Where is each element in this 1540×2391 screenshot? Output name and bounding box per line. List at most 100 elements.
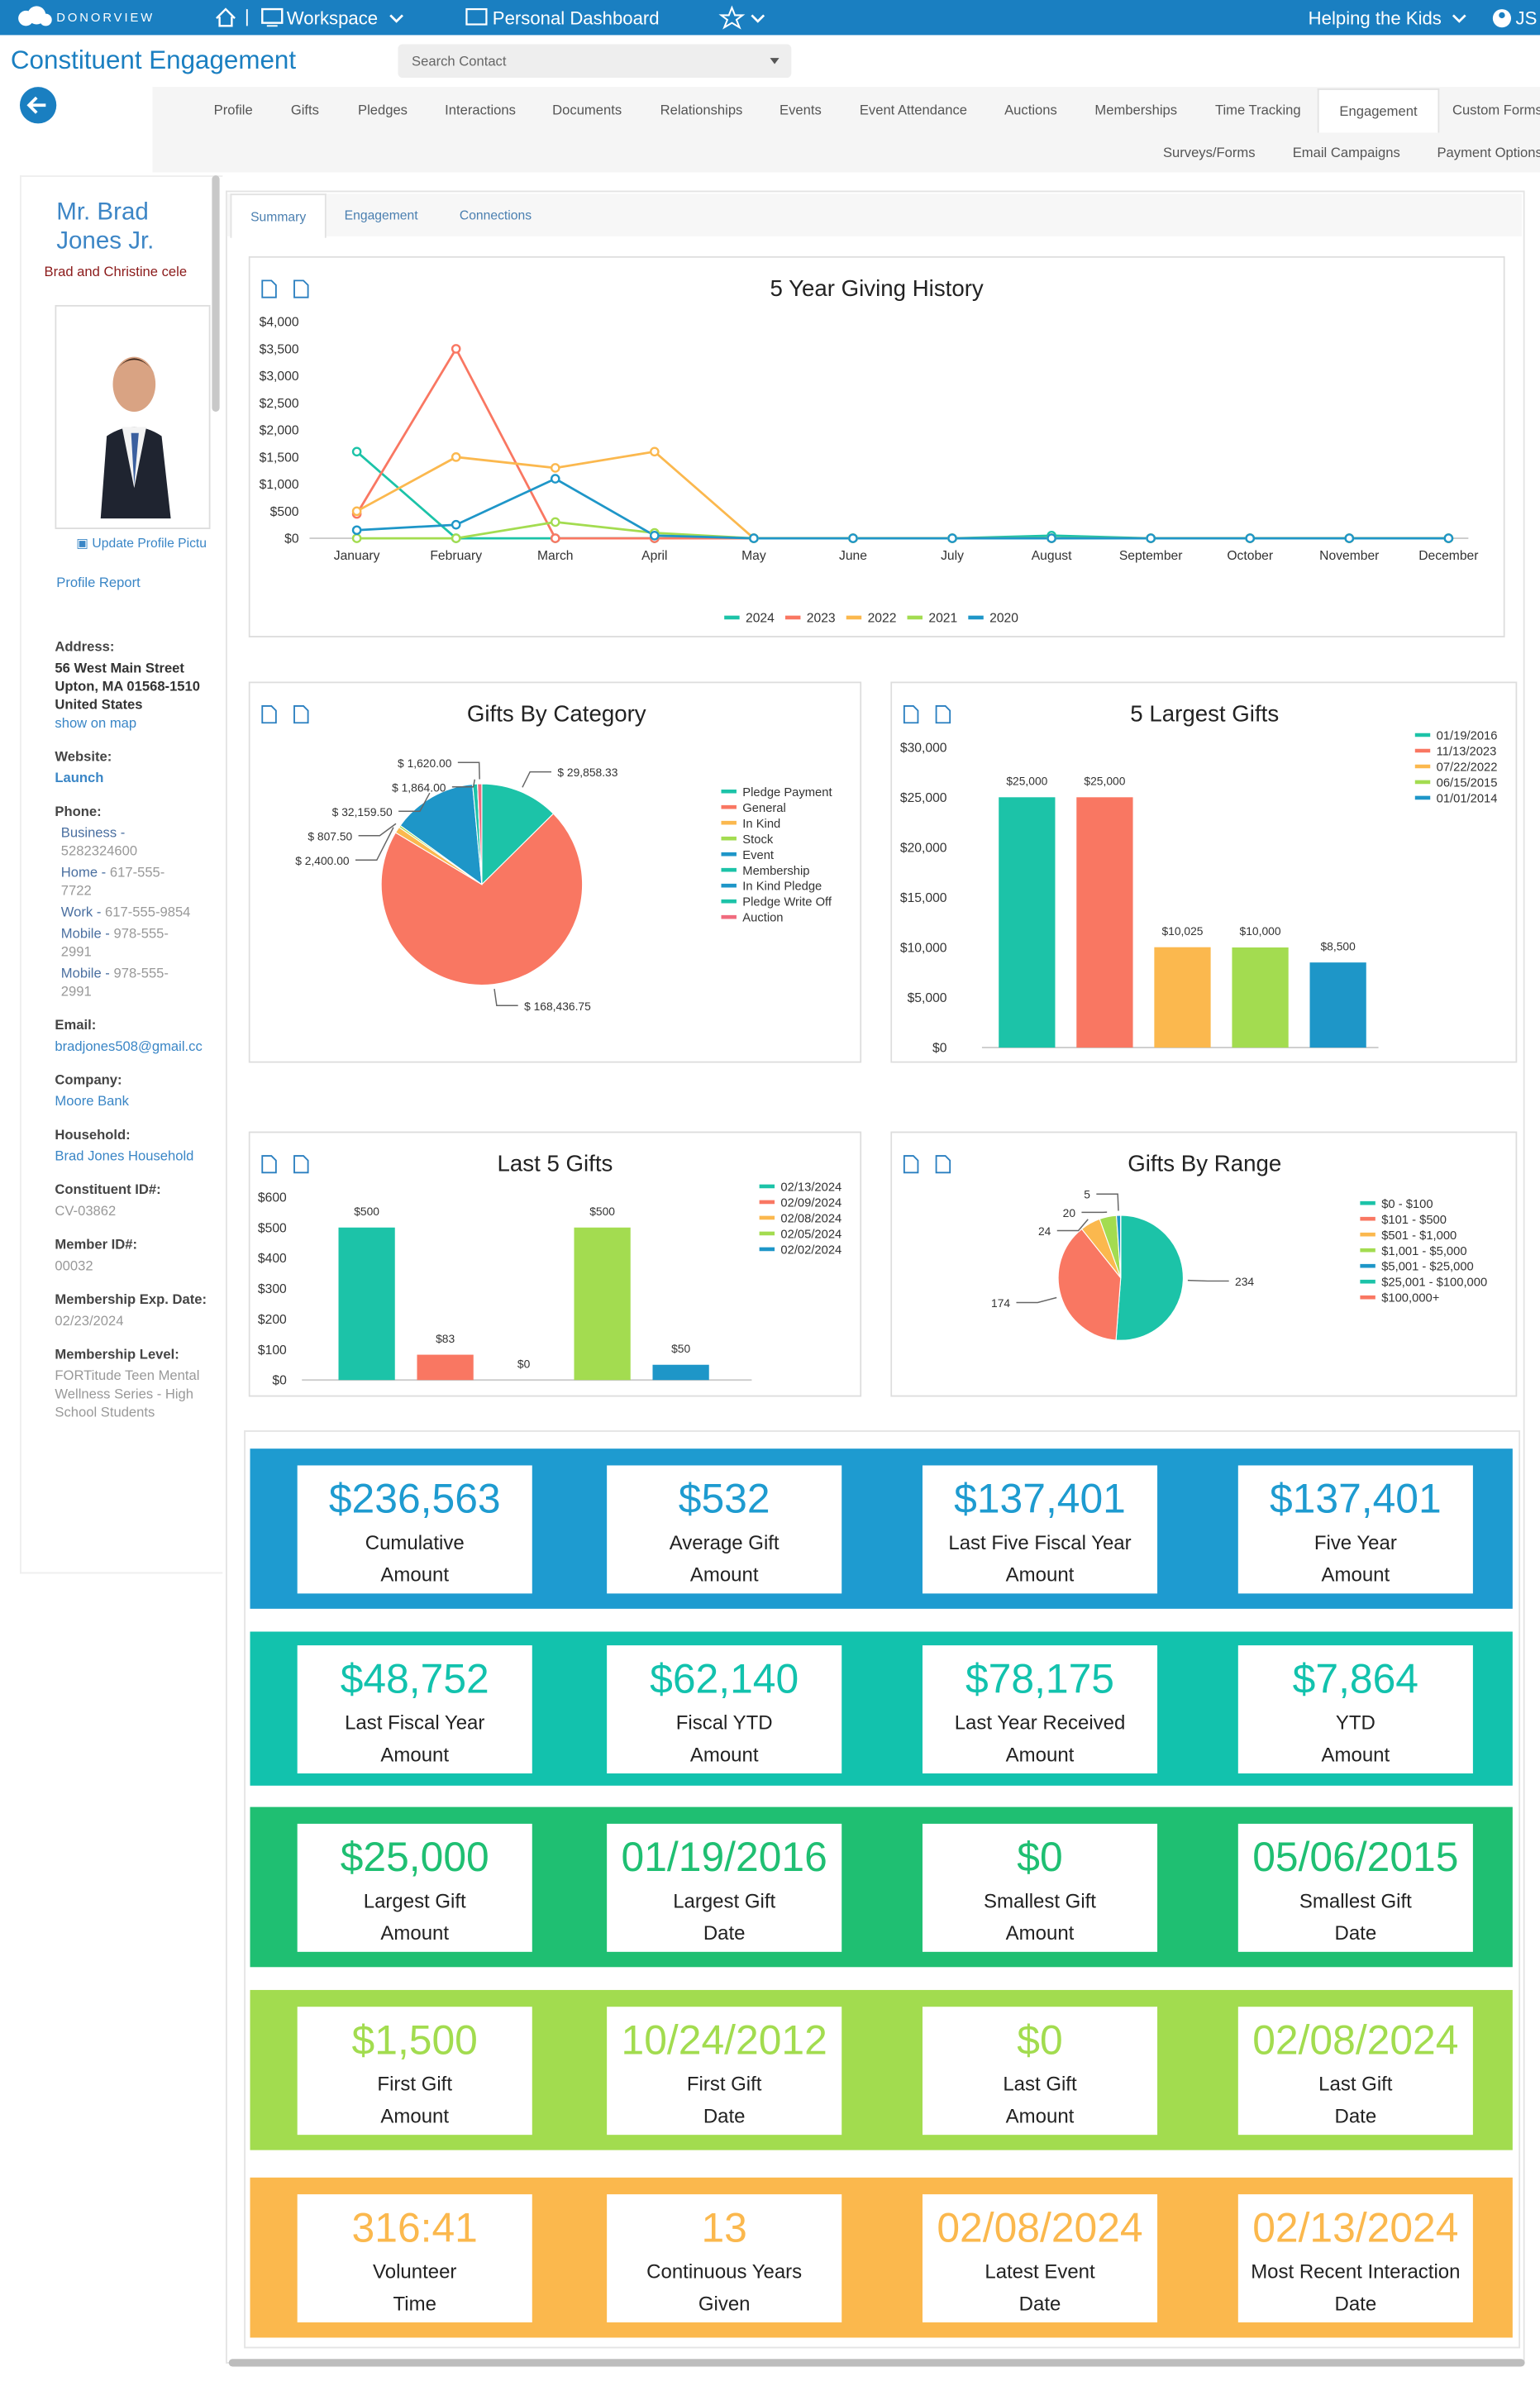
- legend-label: Stock: [742, 833, 774, 847]
- legend-label: 2020: [989, 612, 1018, 626]
- nav-tab[interactable]: Custom Forms: [1452, 102, 1540, 118]
- data-point: [451, 519, 461, 530]
- workspace-menu[interactable]: Workspace: [286, 7, 379, 30]
- export-icon[interactable]: [261, 1155, 277, 1174]
- nav-tab[interactable]: Surveys/Forms: [1162, 145, 1256, 160]
- export-icon[interactable]: [903, 1155, 919, 1174]
- export-icon[interactable]: [261, 279, 277, 298]
- stat-label: Amount: [380, 2103, 450, 2127]
- pie-slice: [1115, 1215, 1184, 1341]
- field-link[interactable]: Brad Jones Household: [55, 1148, 194, 1164]
- stat-row: 316:41 Volunteer Time 13 Continuous Years Giv…: [250, 2177, 1513, 2338]
- stat-label: Largest Gift: [363, 1888, 466, 1911]
- pie-slice: [380, 813, 584, 986]
- nav-tab[interactable]: Payment Options: [1437, 145, 1540, 160]
- stat-tile: $48,752 Last Fiscal Year Amount: [297, 1644, 532, 1773]
- leader-line: [355, 827, 394, 861]
- export-icon[interactable]: [293, 279, 309, 298]
- stat-value: $25,000: [340, 1833, 489, 1880]
- update-picture-link[interactable]: ▣ Update Profile Pictu: [76, 535, 207, 551]
- website-link[interactable]: Launch: [55, 770, 104, 785]
- nav-tab[interactable]: Gifts: [290, 102, 319, 118]
- legend-label: $25,001 - $100,000: [1381, 1277, 1487, 1290]
- nav-tab[interactable]: Documents: [552, 102, 622, 118]
- stat-row: $1,500 First Gift Amount 10/24/2012 First Gi…: [250, 1989, 1513, 2150]
- leader-line: [358, 823, 397, 837]
- nav-tab[interactable]: Time Tracking: [1214, 102, 1301, 118]
- export-icon[interactable]: [293, 705, 309, 724]
- profile-report-link[interactable]: Profile Report: [56, 575, 141, 590]
- nav-tab[interactable]: Engagement: [1317, 88, 1440, 133]
- legend-label: $1,001 - $5,000: [1381, 1245, 1466, 1258]
- stat-label: First Gift: [377, 2071, 453, 2095]
- nav-tab[interactable]: Email Campaigns: [1292, 145, 1400, 160]
- export-icon[interactable]: [935, 705, 951, 724]
- stat-value: $78,175: [965, 1655, 1115, 1701]
- top-bar: [0, 0, 1540, 36]
- legend-label: $5,001 - $25,000: [1381, 1261, 1474, 1274]
- search-placeholder: Search Contact: [412, 53, 507, 69]
- stat-value: $7,864: [1292, 1655, 1419, 1701]
- stat-label: Smallest Gift: [1299, 1888, 1412, 1911]
- org-menu[interactable]: Helping the Kids: [1308, 7, 1442, 30]
- stat-tile: $137,401 Last Five Fiscal Year Amount: [922, 1464, 1158, 1593]
- sub-tab[interactable]: Summary: [230, 193, 327, 238]
- nav-tab[interactable]: Profile: [213, 102, 253, 118]
- nav-tab[interactable]: Relationships: [660, 102, 743, 118]
- legend-label: 2024: [746, 612, 775, 626]
- profile-photo: [55, 304, 211, 530]
- field-label: Company:: [55, 1071, 122, 1088]
- nav-tab[interactable]: Interactions: [445, 102, 516, 118]
- y-tick-label: $15,000: [900, 891, 947, 905]
- back-button[interactable]: [18, 85, 58, 125]
- sidebar-panel: [19, 175, 223, 1574]
- export-icon[interactable]: [935, 1155, 951, 1174]
- legend-label: $501 - $1,000: [1381, 1229, 1457, 1243]
- map-link[interactable]: show on map: [55, 715, 137, 731]
- x-tick-label: August: [1032, 549, 1072, 563]
- stat-value: $0: [1017, 1833, 1063, 1880]
- bar: [338, 1227, 395, 1381]
- nav-tab[interactable]: Events: [780, 102, 822, 118]
- export-icon[interactable]: [903, 705, 919, 724]
- field-link[interactable]: Moore Bank: [55, 1093, 129, 1109]
- sub-tab[interactable]: Connections: [459, 207, 532, 223]
- user-menu[interactable]: JS: [1515, 7, 1538, 30]
- top-icons: [18, 5, 1511, 30]
- stat-value: 02/08/2024: [937, 2204, 1143, 2250]
- field-label: Membership Exp. Date:: [55, 1291, 207, 1307]
- nav-tab[interactable]: Auctions: [1004, 102, 1057, 118]
- nav-tab[interactable]: Memberships: [1094, 102, 1178, 118]
- chart-title: Gifts By Range: [1128, 1151, 1281, 1176]
- x-tick-label: July: [941, 549, 964, 563]
- data-point: [749, 533, 759, 543]
- stat-tile: 01/19/2016 Largest Gift Date: [607, 1822, 842, 1951]
- nav-area: [152, 87, 1540, 173]
- stat-label: Amount: [1005, 1562, 1075, 1586]
- stat-label: Date: [1334, 2103, 1377, 2127]
- subtab-bar: [226, 193, 1522, 236]
- stats-frame: [244, 1430, 1521, 2349]
- stat-value: $236,563: [328, 1475, 501, 1521]
- sub-tab[interactable]: Engagement: [344, 207, 418, 223]
- data-point: [650, 446, 660, 457]
- export-icon[interactable]: [293, 1155, 309, 1174]
- page-title: Constituent Engagement: [10, 45, 297, 75]
- legend-label: In Kind: [742, 818, 780, 831]
- stat-value: 316:41: [351, 2204, 478, 2250]
- search-box[interactable]: Search Contact: [398, 44, 792, 79]
- phone-entry: Mobile - 978-555-2991: [55, 924, 192, 961]
- stat-value: 02/13/2024: [1252, 2204, 1459, 2250]
- field-link[interactable]: bradjones508@gmail.cc: [55, 1038, 203, 1054]
- nav-tab[interactable]: Pledges: [357, 102, 408, 118]
- x-tick-label: February: [430, 549, 482, 563]
- export-icon[interactable]: [261, 705, 277, 724]
- stat-label: Last Fiscal Year: [345, 1710, 485, 1734]
- data-point: [650, 530, 660, 541]
- nav-tab[interactable]: Event Attendance: [859, 102, 967, 118]
- stat-label: Latest Event: [985, 2259, 1095, 2283]
- dashboard-link[interactable]: Personal Dashboard: [492, 7, 660, 30]
- value-label: 5: [1084, 1188, 1090, 1201]
- series-line: [356, 477, 1449, 540]
- x-tick-label: January: [334, 549, 380, 563]
